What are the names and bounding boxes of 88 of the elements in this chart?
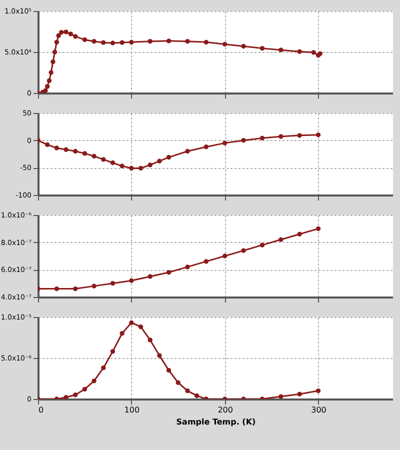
- point: [241, 248, 246, 253]
- point: [241, 138, 246, 143]
- point: [68, 32, 74, 36]
- point: [297, 133, 302, 138]
- point: [129, 40, 134, 44]
- point: [297, 49, 302, 54]
- point: [64, 147, 68, 152]
- point: [120, 40, 124, 45]
- point: [52, 50, 58, 54]
- point: [129, 166, 134, 171]
- point: [73, 148, 78, 154]
- point: [120, 164, 124, 168]
- point: [278, 134, 284, 139]
- point: [260, 136, 265, 140]
- point: [316, 132, 321, 138]
- point: [82, 386, 88, 392]
- point: [110, 280, 116, 286]
- point: [48, 70, 54, 75]
- point: [120, 331, 124, 336]
- point: [101, 157, 106, 162]
- point: [297, 392, 302, 396]
- point: [73, 286, 78, 292]
- point: [64, 30, 68, 34]
- x-tick-label: 200: [218, 406, 233, 414]
- point: [204, 259, 209, 264]
- point: [260, 46, 265, 51]
- point: [64, 395, 68, 399]
- point: [148, 39, 152, 44]
- point: [278, 237, 284, 242]
- point: [110, 160, 116, 166]
- point: [297, 232, 302, 236]
- point: [92, 154, 96, 159]
- point: [92, 284, 96, 288]
- point: [50, 60, 56, 64]
- point: [101, 366, 106, 370]
- point: [129, 320, 134, 326]
- point: [54, 40, 60, 44]
- point: [46, 78, 52, 84]
- point: [166, 270, 172, 275]
- point: [82, 151, 88, 156]
- point: [204, 144, 209, 150]
- x-axis-title: Sample Temp. (K): [176, 418, 256, 426]
- point: [222, 42, 228, 47]
- point: [54, 286, 60, 292]
- point: [316, 226, 321, 232]
- point: [110, 349, 116, 354]
- point: [260, 242, 265, 248]
- point: [43, 88, 48, 93]
- point: [185, 388, 190, 394]
- point: [185, 264, 190, 270]
- x-tick-label: 0: [38, 406, 44, 414]
- point: [157, 158, 162, 164]
- point: [82, 37, 88, 42]
- point: [316, 388, 321, 394]
- x-tick-label: 300: [311, 406, 326, 414]
- point: [166, 38, 172, 44]
- point: [222, 254, 228, 258]
- point: [166, 154, 172, 160]
- point: [185, 148, 190, 154]
- point: [166, 368, 172, 373]
- point: [204, 40, 209, 44]
- point: [176, 380, 180, 385]
- point: [44, 142, 50, 148]
- point: [56, 33, 61, 38]
- point: [185, 39, 190, 44]
- point: [148, 162, 152, 168]
- point: [148, 338, 152, 342]
- point: [73, 34, 78, 39]
- point: [138, 166, 144, 171]
- x-tick-label: 100: [124, 406, 140, 414]
- point: [222, 140, 228, 146]
- point: [44, 84, 50, 89]
- point: [311, 50, 316, 55]
- point: [194, 393, 200, 398]
- point: [157, 353, 162, 358]
- point: [73, 392, 78, 398]
- point: [278, 48, 284, 52]
- point: [241, 44, 246, 49]
- point: [148, 274, 152, 279]
- point: [129, 278, 134, 283]
- point: [278, 394, 284, 399]
- point: [92, 39, 96, 44]
- point: [54, 146, 60, 150]
- point: [110, 40, 116, 46]
- point: [138, 324, 144, 330]
- point: [101, 40, 106, 45]
- point: [59, 30, 64, 35]
- point: [92, 378, 96, 384]
